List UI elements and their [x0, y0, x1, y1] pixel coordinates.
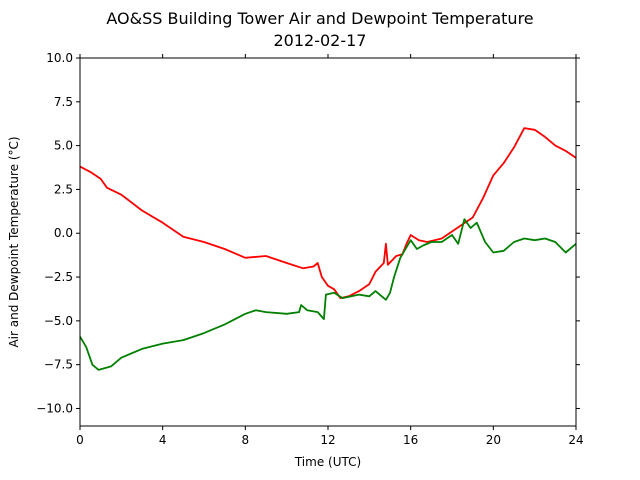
x-tick-label: 0	[76, 433, 84, 447]
y-tick-label: −2.5	[44, 270, 73, 284]
y-tick-label: 7.5	[54, 95, 73, 109]
chart-title: AO&SS Building Tower Air and Dewpoint Te…	[106, 9, 533, 28]
x-tick-label: 12	[320, 433, 335, 447]
y-tick-label: 10.0	[46, 51, 73, 65]
y-tick-label: 5.0	[54, 139, 73, 153]
plot-frame	[79, 57, 577, 427]
x-tick-label: 4	[159, 433, 167, 447]
y-axis-label: Air and Dewpoint Temperature (°C)	[7, 136, 21, 347]
series-line-1	[79, 218, 577, 371]
series-line-0	[79, 127, 577, 300]
chart-subtitle: 2012-02-17	[274, 31, 367, 50]
y-tick-label: 0.0	[54, 226, 73, 240]
y-tick-label: 2.5	[54, 182, 73, 196]
x-tick-label: 16	[403, 433, 418, 447]
x-axis-label: Time (UTC)	[294, 455, 361, 469]
y-tick-label: −5.0	[44, 314, 73, 328]
x-tick-label: 8	[242, 433, 250, 447]
x-tick-label: 24	[568, 433, 583, 447]
series-layer	[79, 127, 577, 371]
x-tick-label: 20	[486, 433, 501, 447]
y-tick-label: −10.0	[36, 401, 73, 415]
ticks-layer: 0 4 8 12 16 20 24 −10.0 −7.5 −5.0 −2.5 0.0 2.5 5.0 7.5…	[36, 51, 583, 447]
y-tick-label: −7.5	[44, 358, 73, 372]
